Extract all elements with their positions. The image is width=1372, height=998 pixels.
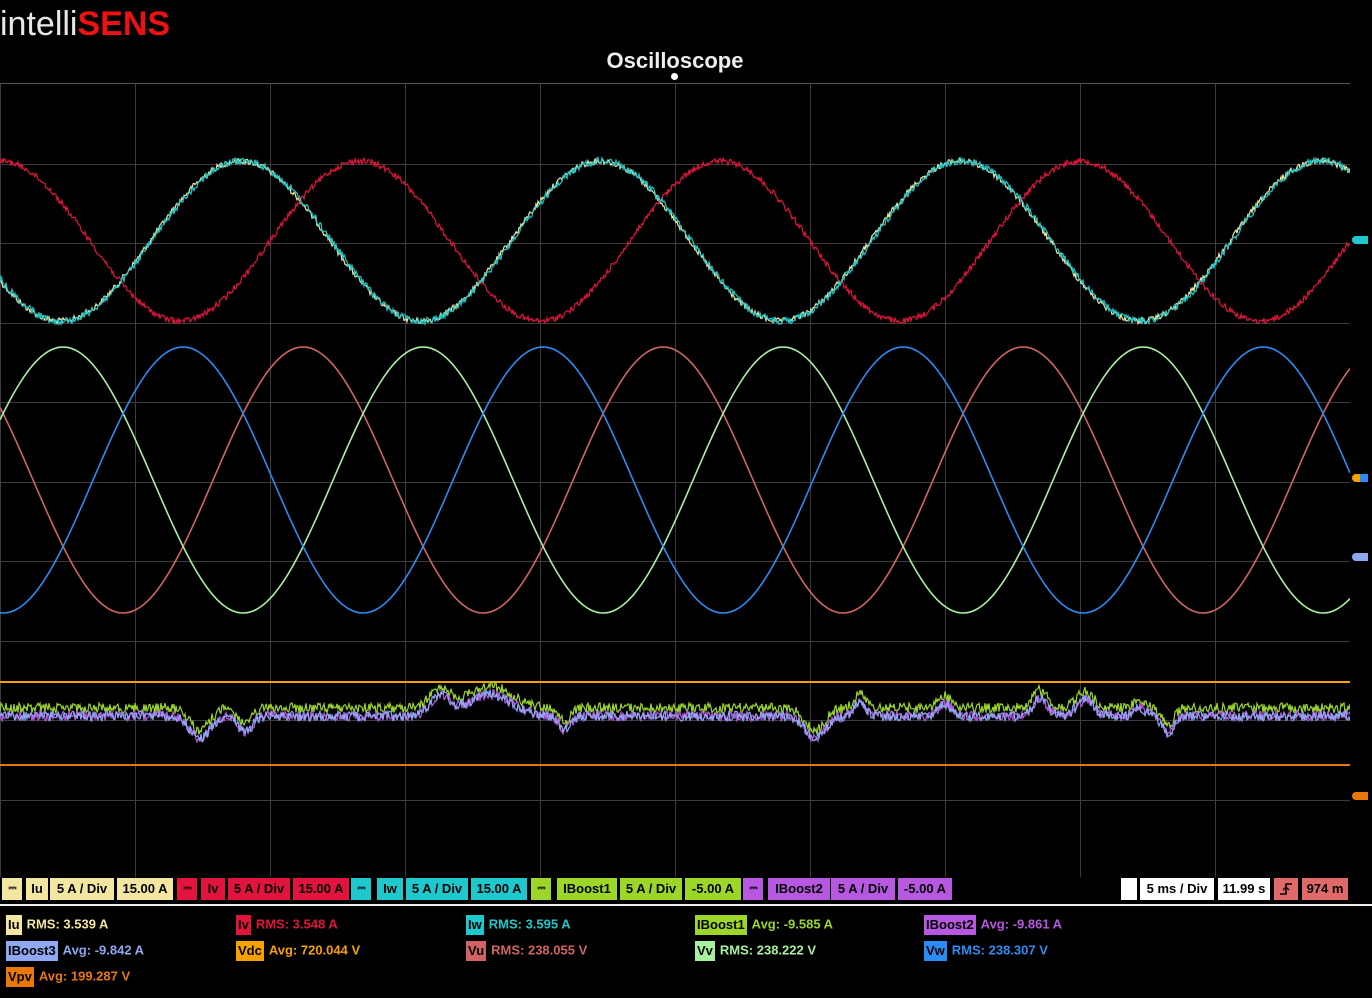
acquisition-time[interactable]: 11.99 s: [1218, 878, 1270, 900]
channel-name-iv[interactable]: Iv: [201, 878, 225, 900]
brand-text-part2: SENS: [77, 5, 171, 43]
measurement-tag: Vdc: [236, 940, 264, 961]
channel-name-iboost1[interactable]: IBoost1: [557, 878, 617, 900]
channel-scale-iv[interactable]: 5 A / Div: [228, 878, 290, 900]
offset-marker-voltages[interactable]: [1352, 474, 1368, 482]
trigger-position-marker[interactable]: [671, 73, 678, 80]
dc-coupling-icon-iboost1[interactable]: ⎓: [531, 878, 551, 900]
measurement-value: RMS: 3.548 A: [255, 916, 338, 932]
brand-logo: intelliSENS: [0, 4, 170, 44]
dc-coupling-icon-iv[interactable]: ⎓: [177, 878, 197, 900]
measurement-iu: Iu RMS: 3.539 A: [6, 913, 108, 935]
trace-iboost1: [0, 680, 1350, 735]
dc-coupling-icon-iu[interactable]: ⎓: [2, 878, 22, 900]
channel-offset-iv[interactable]: 15.00 A: [293, 878, 349, 900]
measurement-vv: Vv RMS: 238.222 V: [695, 939, 816, 961]
trigger-rising-edge-icon[interactable]: [1274, 878, 1298, 900]
measurement-tag: Vpv: [6, 966, 34, 987]
waveform-canvas[interactable]: [0, 84, 1350, 879]
dc-coupling-icon-iw[interactable]: ⎓: [351, 878, 371, 900]
page-title: Oscilloscope: [606, 48, 744, 73]
measurement-iboost1: IBoost1 Avg: -9.585 A: [695, 913, 833, 935]
measurement-tag: Vu: [466, 940, 487, 961]
channel-offset-iboost2[interactable]: -5.00 A: [898, 878, 952, 900]
measurement-tag: IBoost2: [924, 914, 976, 935]
trigger-level[interactable]: 974 m: [1302, 878, 1348, 900]
offset-marker-boost[interactable]: [1352, 553, 1368, 561]
measurement-tag: IBoost1: [695, 914, 747, 935]
measurement-iw: Iw RMS: 3.595 A: [466, 913, 571, 935]
measurement-vpv: Vpv Avg: 199.287 V: [6, 965, 130, 987]
channel-offset-iw[interactable]: 15.00 A: [471, 878, 527, 900]
channel-offset-markers: [1350, 83, 1372, 878]
measurement-tag: Iu: [6, 914, 22, 935]
divider: [0, 904, 1372, 906]
measurement-vdc: Vdc Avg: 720.044 V: [236, 939, 360, 961]
measurement-value: Avg: -9.585 A: [751, 916, 834, 932]
trace-iw: [0, 155, 1350, 327]
channel-offset-iu[interactable]: 15.00 A: [117, 878, 173, 900]
timebase-adjust-handle[interactable]: [1121, 878, 1137, 900]
measurement-iboost2: IBoost2 Avg: -9.861 A: [924, 913, 1062, 935]
measurement-value: RMS: 3.595 A: [488, 916, 571, 932]
measurement-value: RMS: 3.539 A: [26, 916, 109, 932]
measurement-tag: IBoost3: [6, 940, 58, 961]
measurement-value: RMS: 238.307 V: [951, 942, 1048, 958]
measurement-iv: Iv RMS: 3.548 A: [236, 913, 338, 935]
channel-scale-iw[interactable]: 5 A / Div: [406, 878, 468, 900]
channel-name-iboost2[interactable]: IBoost2: [768, 878, 830, 900]
measurement-value: Avg: 199.287 V: [38, 968, 131, 984]
measurement-value: RMS: 238.055 V: [491, 942, 588, 958]
measurement-tag: Iw: [466, 914, 484, 935]
channel-scale-iu[interactable]: 5 A / Div: [50, 878, 114, 900]
measurement-value: Avg: 720.044 V: [268, 942, 361, 958]
trace-vv: [0, 346, 1350, 614]
measurement-tag: Vw: [924, 940, 947, 961]
channel-bar: ⎓ Iu 5 A / Div 15.00 A ⎓ Iv 5 A / Div 15.00 A ⎓ I…: [0, 877, 1372, 903]
measurement-value: Avg: -9.861 A: [980, 916, 1063, 932]
channel-scale-iboost1[interactable]: 5 A / Div: [620, 878, 682, 900]
measurement-value: Avg: -9.842 A: [62, 942, 145, 958]
measurement-vw: Vw RMS: 238.307 V: [924, 939, 1048, 961]
channel-name-iu[interactable]: Iu: [26, 878, 48, 900]
timebase-display[interactable]: 5 ms / Div: [1140, 878, 1214, 900]
measurement-tag: Vv: [695, 940, 715, 961]
channel-name-iw[interactable]: Iw: [377, 878, 403, 900]
offset-marker-vpv[interactable]: [1352, 792, 1368, 800]
trace-iboost3: [0, 689, 1350, 743]
trace-iv: [0, 156, 1350, 325]
measurement-vu: Vu RMS: 238.055 V: [466, 939, 587, 961]
channel-offset-iboost1[interactable]: -5.00 A: [685, 878, 741, 900]
measurement-tag: Iv: [236, 914, 251, 935]
trace-vw: [0, 346, 1350, 614]
trace-vu: [0, 346, 1350, 614]
oscilloscope-display[interactable]: [0, 83, 1350, 879]
channel-scale-iboost2[interactable]: 5 A / Div: [831, 878, 895, 900]
measurement-value: RMS: 238.222 V: [719, 942, 817, 958]
measurement-iboost3: IBoost3 Avg: -9.842 A: [6, 939, 144, 961]
dc-coupling-icon-iboost2[interactable]: ⎓: [743, 878, 763, 900]
brand-text-part1: intelli: [0, 5, 78, 43]
offset-marker-iw[interactable]: [1352, 236, 1368, 244]
measurements-panel: Iu RMS: 3.539 A Iv RMS: 3.548 A Iw RMS: 3.595…: [0, 908, 1372, 998]
